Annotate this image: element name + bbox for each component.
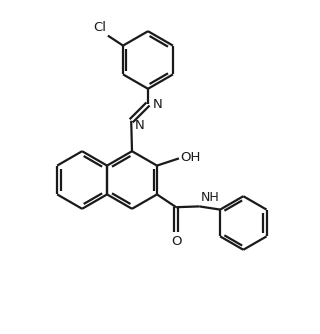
Text: Cl: Cl xyxy=(93,21,106,34)
Text: OH: OH xyxy=(180,151,201,164)
Text: N: N xyxy=(153,98,163,111)
Text: N: N xyxy=(135,119,145,132)
Text: O: O xyxy=(171,235,181,248)
Text: NH: NH xyxy=(201,191,219,204)
